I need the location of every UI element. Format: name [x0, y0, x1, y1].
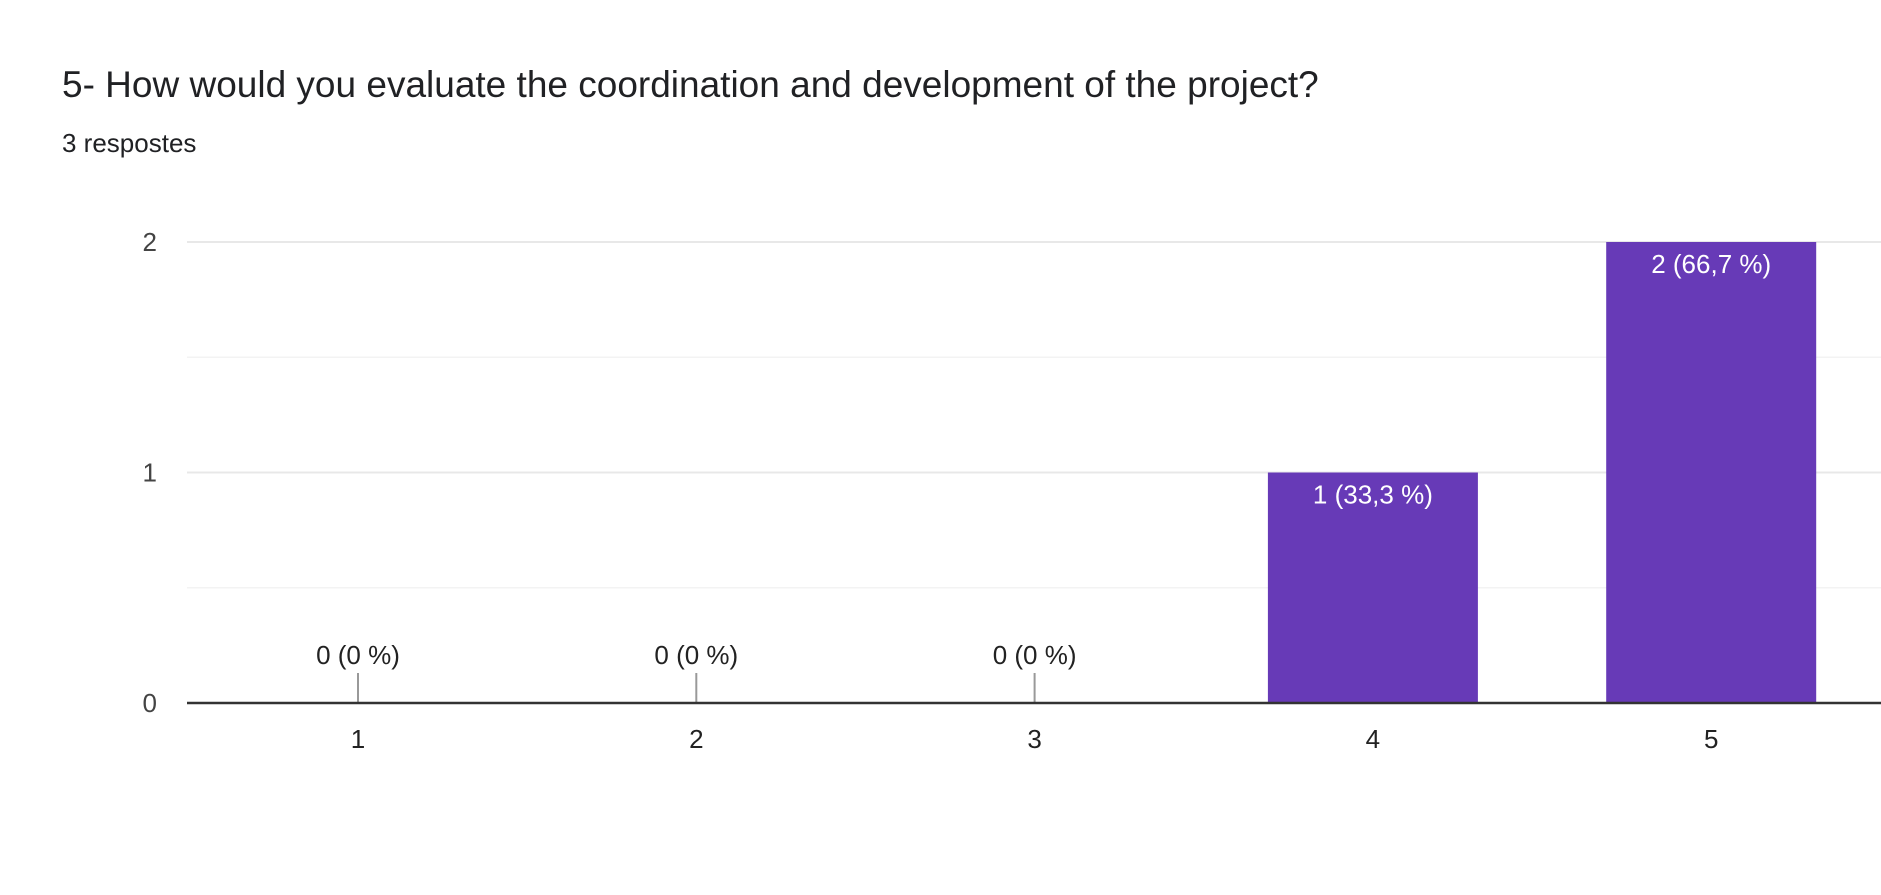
- y-tick-label: 0: [143, 688, 157, 718]
- x-tick-label: 5: [1704, 724, 1718, 754]
- data-label: 1 (33,3 %): [1313, 480, 1433, 510]
- x-tick-label: 4: [1366, 724, 1380, 754]
- bar: [1267, 472, 1478, 703]
- x-tick-label: 1: [351, 724, 365, 754]
- data-label: 0 (0 %): [316, 640, 400, 670]
- chart-title: 5- How would you evaluate the coordinati…: [62, 64, 1319, 105]
- data-label: 2 (66,7 %): [1651, 249, 1771, 279]
- response-count: 3 respostes: [62, 128, 197, 158]
- data-label: 0 (0 %): [654, 640, 738, 670]
- x-tick-label: 2: [689, 724, 703, 754]
- bar: [1606, 242, 1817, 703]
- y-tick-label: 1: [143, 458, 157, 488]
- data-label: 0 (0 %): [993, 640, 1077, 670]
- y-tick-label: 2: [143, 227, 157, 257]
- x-tick-label: 3: [1027, 724, 1041, 754]
